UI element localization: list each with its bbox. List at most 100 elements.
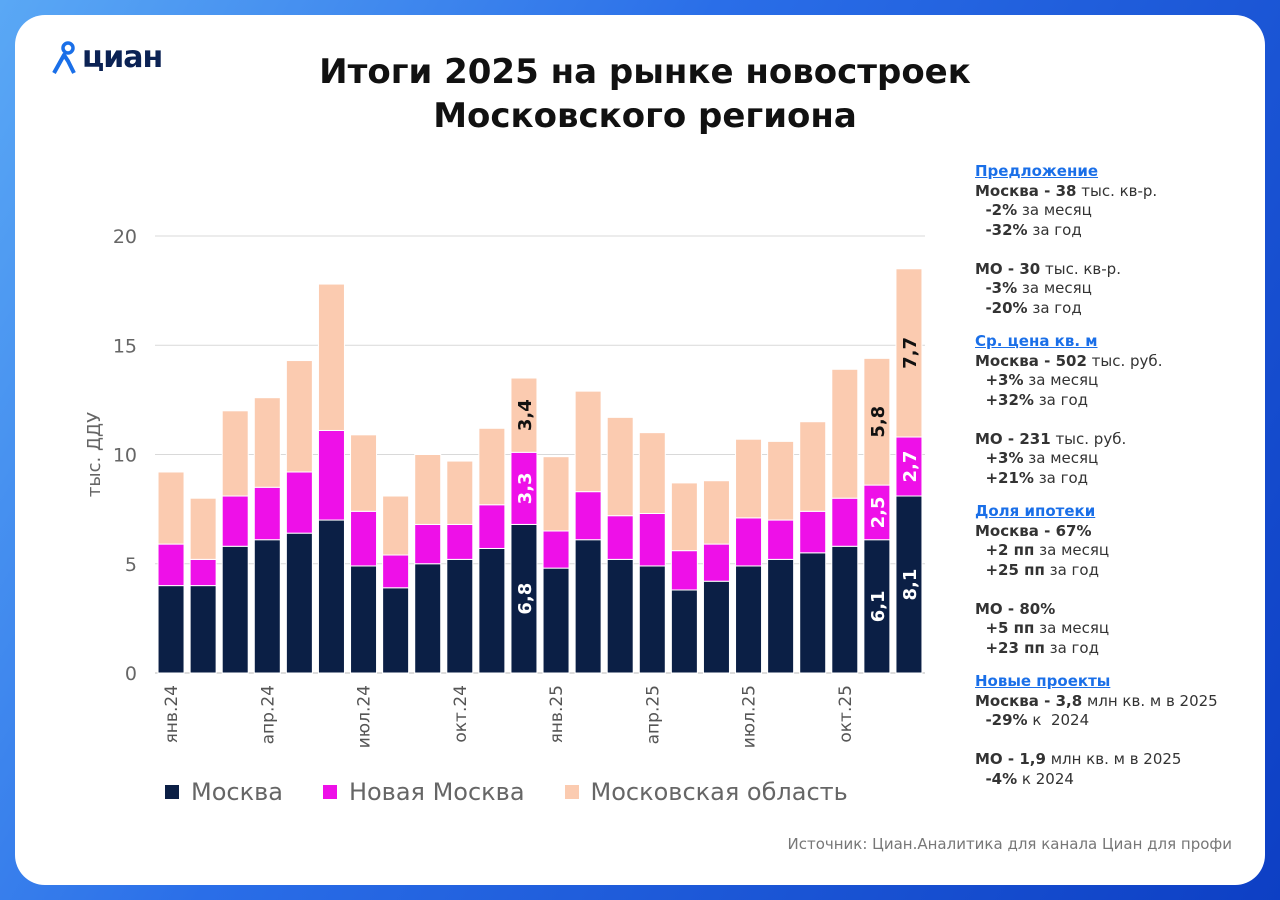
bar-segment [350,434,378,512]
bar-segment [574,491,602,541]
bar-segment [317,429,345,521]
data-label: 2,7 [900,451,921,483]
bar-segment [157,543,185,587]
stat-text: тыс. руб. [1086,351,1163,370]
stat-line: -29% к 2024 [975,711,1255,731]
legend-item-region: Московская область [564,778,848,806]
stat-line: +2 пп за месяц [975,541,1255,561]
bar-segment [702,580,730,674]
bar-segment [414,523,442,565]
bar-segment [702,480,730,545]
bar-segment [735,565,763,674]
stat-text: за месяц [1017,279,1092,297]
bar-segment [670,550,698,591]
bar-segment [799,421,827,512]
bar-segment [446,523,474,560]
spacer [975,580,1255,600]
spacer [975,318,1255,332]
stat-text: Москва - 67% [975,521,1092,540]
stat-line: +3% за месяц [975,449,1255,469]
bar-segment [221,410,249,497]
x-tick-label: окт.24 [451,685,471,743]
stat-text: млн кв. м в 2025 [1045,750,1182,768]
data-label: 8,1 [900,569,921,601]
bar-segment [863,484,891,541]
data-label: 3,3 [515,472,536,504]
y-axis-label: тыс. ДДУ [84,412,105,497]
stat-text: за месяц [1017,201,1092,219]
bar-segment [574,390,602,493]
x-tick-label: янв.24 [162,685,182,743]
legend-item-moscow: Москва [165,778,283,806]
bar-segment [606,515,634,560]
stat-text: -32% [975,220,1028,239]
stat-text: -20% [975,298,1028,317]
stat-text: +23 пп [975,638,1045,657]
bar-segment [510,523,538,674]
legend-label: Москва [191,778,283,806]
bar-segment [670,482,698,552]
stat-text: МО - 30 [975,259,1041,278]
stat-text: за год [1044,638,1099,657]
stat-text: +21% [975,468,1034,487]
stat-line: +25 пп за год [975,561,1255,581]
legend-swatch-new-moscow [322,785,337,799]
y-tick-label: 15 [113,335,137,357]
bar-segment [606,416,634,517]
stat-text: за месяц [1023,371,1099,389]
stat-text: к 2024 [1027,711,1090,729]
location-pin-icon [52,40,76,74]
bar-segment [478,504,506,549]
stat-line: Москва - 67% [975,522,1255,542]
bar-segment [253,486,281,541]
section-heading: Доля ипотеки [975,502,1096,520]
stat-text: млн кв. м в 2025 [1082,691,1218,710]
stat-text: +32% [975,390,1034,409]
bar-segment [446,460,474,525]
x-tick-label: окт.25 [836,685,856,743]
bar-segment [446,558,474,674]
bar-segment [253,539,281,674]
bar-segment [285,471,313,534]
title-line-1: Итоги 2025 на рынке новостроек [319,52,971,92]
stat-line: Москва - 38 тыс. кв-р. [975,182,1255,202]
stat-line: +21% за год [975,469,1255,489]
bar-segment [702,543,730,582]
bar-segment [895,268,923,438]
logo-text: циан [82,40,163,75]
data-label: 5,8 [868,406,889,438]
stat-line: -4% к 2024 [975,770,1255,790]
stat-text: тыс. кв-р. [1076,181,1158,200]
stat-text: -3% [975,279,1018,297]
spacer [975,731,1255,751]
bar-segment [382,495,410,556]
data-label: 3,4 [515,399,536,431]
x-tick-label: апр.25 [643,685,663,744]
stat-line: МО - 231 тыс. руб. [975,430,1255,450]
x-tick-label: апр.24 [258,685,278,744]
stat-line: МО - 30 тыс. кв-р. [975,260,1255,280]
bar-segment [285,532,313,674]
stat-line: -20% за год [975,299,1255,319]
bar-segment [382,554,410,589]
stat-text: Москва - 502 [975,351,1087,370]
stat-text: за год [1027,220,1082,239]
stat-text: за месяц [1023,449,1099,467]
stat-line: +5 пп за месяц [975,619,1255,639]
bar-segment [253,397,281,488]
bar-segment [317,519,345,674]
bar-segment [350,510,378,567]
spacer [975,658,1255,672]
stat-text: +3% [975,371,1024,389]
section-heading: Предложение [975,162,1099,180]
stat-text: тыс. руб. [1050,429,1127,448]
bar-segment [895,436,923,497]
stat-text: за год [1033,390,1089,409]
bar-segment [189,497,217,560]
stat-text: Москва - 3,8 [975,691,1083,710]
page-title: Итоги 2025 на рынке новостроек Московско… [250,50,1040,138]
bar-segment [767,519,795,560]
y-tick-label: 0 [125,663,137,685]
stat-text: -29% [975,711,1028,729]
bar-segment [799,510,827,554]
